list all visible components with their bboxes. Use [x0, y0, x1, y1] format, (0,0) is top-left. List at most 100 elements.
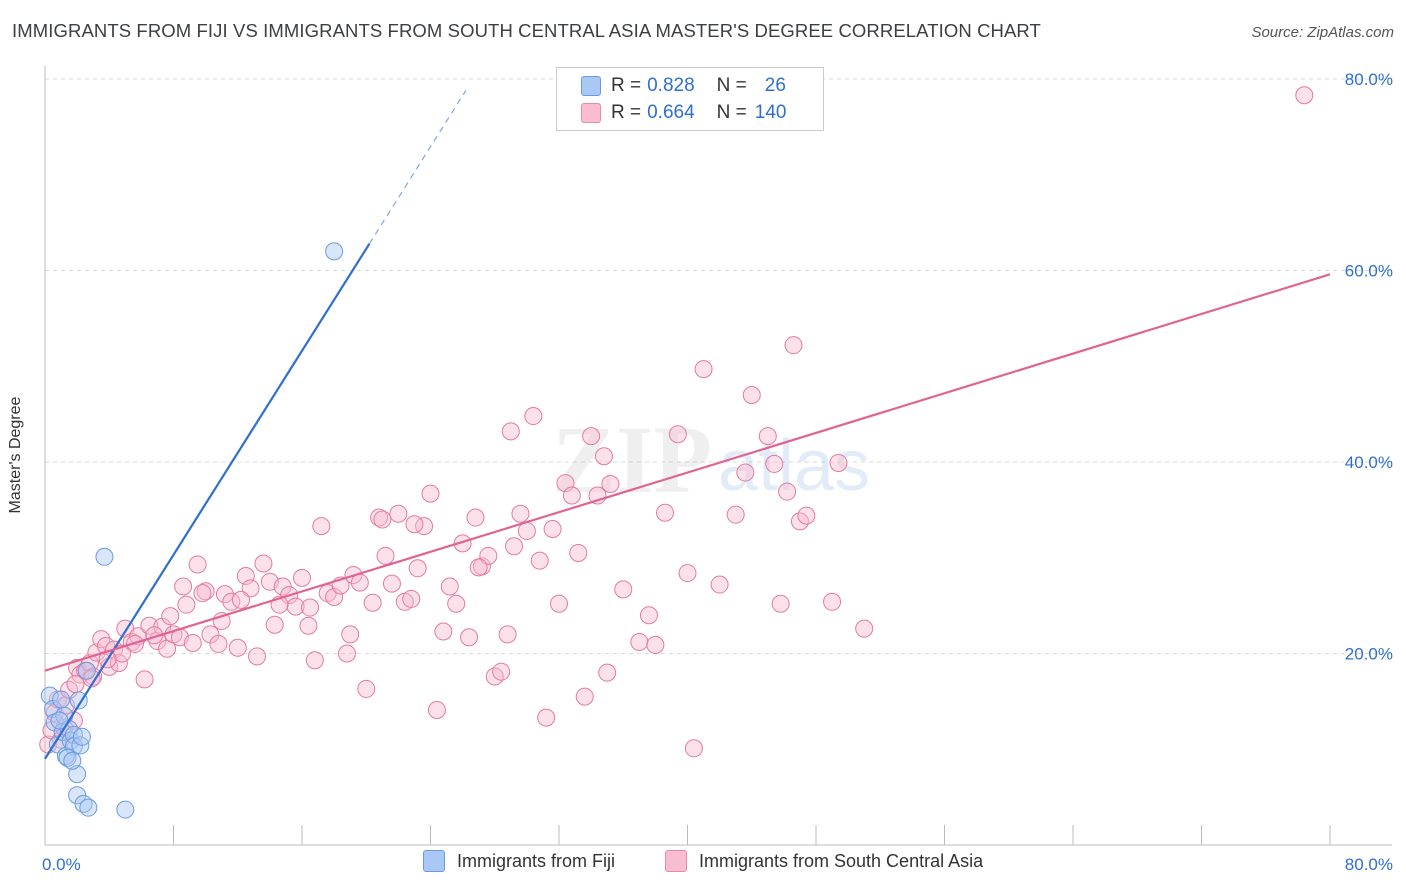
data-point [594, 447, 613, 466]
data-point [758, 427, 777, 446]
data-point [408, 559, 427, 578]
data-point [656, 503, 675, 522]
trend-line-south-central-asia [44, 273, 1331, 672]
data-point [427, 700, 446, 719]
series-fiji [40, 242, 344, 819]
swatch-fiji [581, 76, 601, 96]
data-point [501, 422, 520, 441]
series-south-central-asia [39, 86, 1314, 758]
data-point [543, 520, 562, 539]
data-point [402, 589, 421, 608]
n-value: 26 [764, 75, 786, 96]
data-point [370, 508, 389, 527]
data-point [460, 628, 479, 647]
data-point [710, 575, 729, 594]
legend-item-south-central-asia[interactable]: Immigrants from South Central Asia [665, 850, 983, 872]
data-point [286, 597, 305, 616]
x-tick-label: 0.0% [42, 855, 81, 874]
data-point [582, 427, 601, 446]
data-point [389, 504, 408, 523]
chart-title: IMMIGRANTS FROM FIJI VS IMMIGRANTS FROM … [12, 20, 1041, 41]
watermark-zip: ZIP [552, 406, 712, 513]
gridlines [45, 78, 1392, 654]
data-point [63, 751, 82, 770]
watermark: ZIP atlas [552, 406, 870, 513]
n-label: N = [716, 102, 747, 123]
data-point [312, 517, 331, 536]
data-point [183, 633, 202, 652]
data-point [95, 547, 114, 566]
data-point [575, 687, 594, 706]
r-label: R = [611, 75, 642, 96]
data-point [325, 588, 344, 607]
legend-item-fiji[interactable]: Immigrants from Fiji [423, 850, 615, 872]
data-point [188, 555, 207, 574]
data-point [174, 577, 193, 596]
data-point [569, 543, 588, 562]
stats-row-fiji: R = 0.828 N = 26 [581, 74, 786, 98]
data-point [293, 568, 311, 587]
data-point [601, 475, 620, 494]
legend-swatch-fiji [423, 850, 445, 872]
data-point [241, 579, 260, 598]
data-point [299, 616, 318, 635]
data-point [736, 463, 755, 482]
data-point [469, 558, 488, 577]
data-point [350, 573, 369, 592]
data-point [684, 739, 703, 758]
r-value: 0.828 [647, 75, 695, 96]
data-point [135, 670, 154, 689]
data-point [363, 593, 382, 612]
data-point [337, 644, 356, 663]
data-point [678, 564, 697, 583]
data-point [765, 454, 784, 473]
tick-labels: 20.0% 40.0% 60.0% 80.0% 0.0% 80.0% [42, 70, 1393, 874]
data-point [771, 594, 790, 613]
n-value: 140 [754, 102, 787, 123]
data-point [726, 505, 745, 524]
data-point [639, 606, 658, 625]
data-point [524, 407, 543, 426]
data-point [784, 336, 803, 355]
data-point [325, 242, 344, 261]
data-point [466, 508, 485, 527]
data-point [373, 510, 392, 529]
data-point [778, 482, 797, 501]
data-point [614, 580, 633, 599]
data-point [61, 731, 80, 750]
series-legend: Immigrants from Fiji Immigrants from Sou… [0, 850, 1406, 878]
data-point [447, 594, 466, 613]
data-point [357, 679, 376, 698]
legend-label-fiji: Immigrants from Fiji [457, 850, 616, 871]
data-point [668, 425, 687, 444]
data-point [630, 633, 649, 652]
data-point [530, 551, 549, 570]
data-point [254, 554, 273, 573]
data-point [40, 686, 59, 705]
y-tick-label: 20.0% [1345, 645, 1393, 664]
data-point [829, 453, 848, 472]
data-point [79, 798, 98, 817]
data-point [231, 590, 250, 609]
data-point [537, 708, 556, 727]
r-label: R = [611, 102, 642, 123]
data-point [193, 584, 212, 603]
data-point [742, 385, 761, 404]
data-point [405, 515, 424, 534]
legend-label-south-central-asia: Immigrants from South Central Asia [699, 850, 984, 871]
y-axis-label: Master's Degree [7, 396, 24, 514]
data-point [209, 634, 228, 653]
axes [44, 66, 1392, 846]
trend-lines [44, 90, 1331, 760]
data-point [177, 595, 196, 614]
source-credit: Source: ZipAtlas.com [1251, 24, 1394, 41]
data-point [492, 662, 511, 681]
data-point [823, 592, 842, 611]
data-point [140, 616, 159, 635]
stats-row-south-central-asia: R = 0.664 N = 140 [581, 101, 786, 125]
y-tick-label: 60.0% [1345, 262, 1393, 281]
data-point [505, 537, 524, 556]
data-point [116, 800, 135, 819]
data-point [301, 598, 320, 617]
